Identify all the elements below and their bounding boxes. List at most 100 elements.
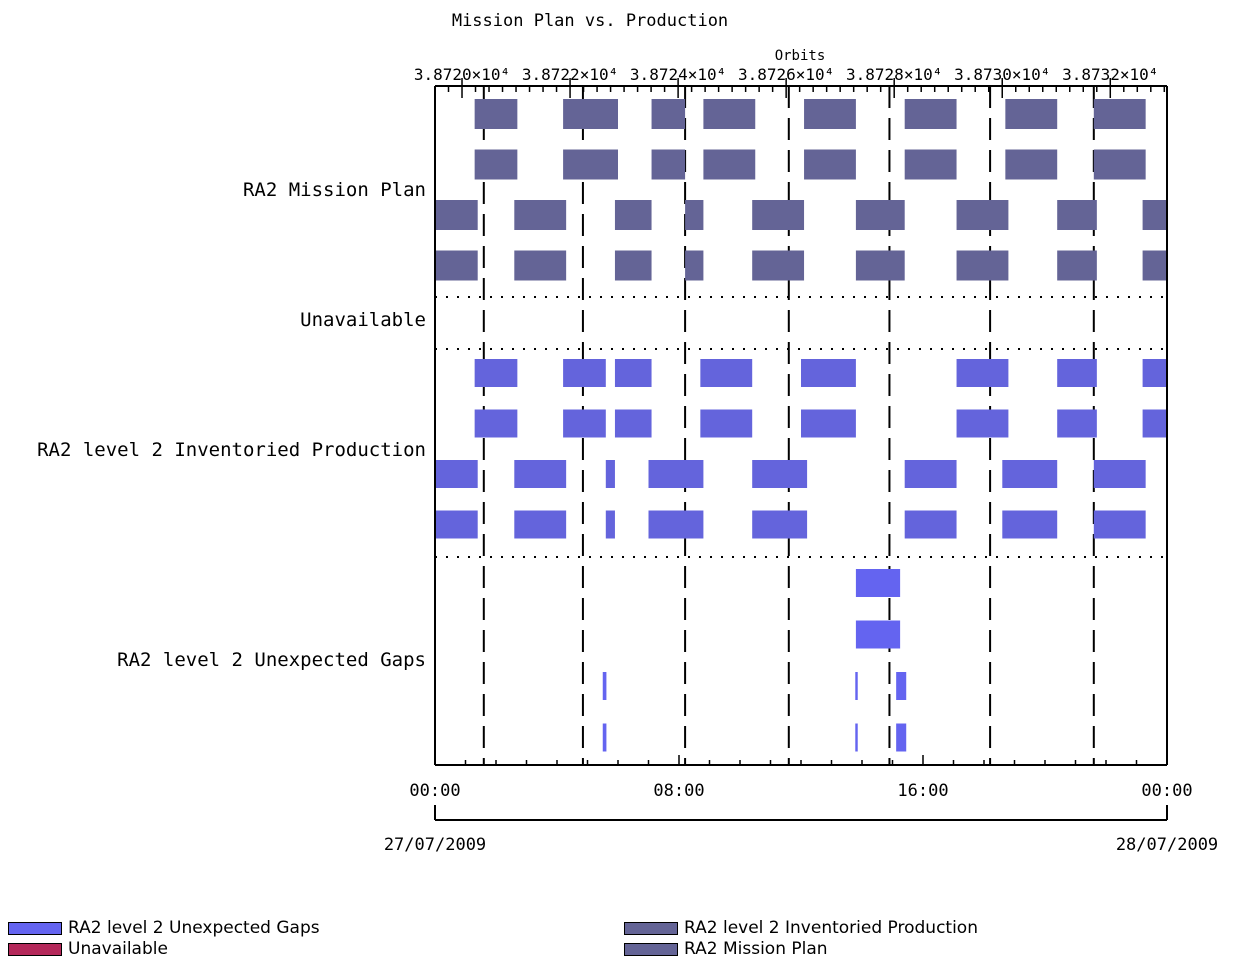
top-tick-label: 3.8724×10⁴	[630, 65, 726, 84]
bar-segment	[563, 409, 606, 438]
bar-segment	[904, 460, 957, 488]
bar-segment	[1057, 359, 1097, 387]
bar-segment	[855, 672, 858, 700]
time-tick-label: 00:00	[409, 781, 460, 801]
category-label: RA2 level 2 Inventoried Production	[37, 439, 426, 461]
time-tick-label: 00:00	[1141, 781, 1192, 801]
bar-segment	[1093, 149, 1146, 180]
bar-segment	[563, 359, 606, 387]
bar-segment	[685, 250, 704, 281]
legend-swatch	[624, 922, 678, 935]
bar-segment	[703, 99, 756, 129]
bar-segment	[700, 359, 753, 387]
bar-segment	[1093, 460, 1146, 488]
bar-segment	[855, 569, 901, 597]
bar-segment	[1142, 359, 1167, 387]
legend-swatch	[624, 943, 678, 956]
bar-segment	[855, 620, 901, 649]
bar-segment	[614, 359, 652, 387]
bar-segment	[1142, 250, 1167, 281]
legend-label: RA2 level 2 Unexpected Gaps	[68, 918, 320, 938]
legend-item-inventoried-production: RA2 level 2 Inventoried Production	[624, 918, 978, 939]
category-label: RA2 level 2 Unexpected Gaps	[117, 649, 426, 671]
bar-segment	[651, 99, 686, 129]
top-tick-label: 3.8732×10⁴	[1062, 65, 1158, 84]
bar-segment	[605, 510, 615, 539]
legend-label: RA2 Mission Plan	[684, 939, 828, 959]
bar-segment	[896, 723, 907, 752]
bar-segment	[685, 200, 704, 230]
legend-item-unexpected-gaps: RA2 level 2 Unexpected Gaps	[8, 918, 320, 939]
bar-segment	[614, 250, 652, 281]
bar-segment	[514, 460, 567, 488]
date-label-end: 28/07/2009	[1116, 835, 1218, 855]
top-tick-label: 3.8722×10⁴	[522, 65, 618, 84]
bar-segment	[956, 250, 1009, 281]
category-label: RA2 Mission Plan	[243, 179, 426, 201]
legend-item-unavailable: Unavailable	[8, 939, 320, 960]
bar-segment	[1002, 510, 1058, 539]
bar-segment	[904, 149, 957, 180]
legend-swatch	[8, 922, 62, 935]
legend-swatch	[8, 943, 62, 956]
top-tick-label: 3.8720×10⁴	[414, 65, 510, 84]
bar-segment	[956, 200, 1009, 230]
chart-title: Mission Plan vs. Production	[452, 11, 728, 31]
bar-segment	[801, 359, 856, 387]
date-label-start: 27/07/2009	[384, 835, 486, 855]
bar-segment	[1057, 250, 1097, 281]
bar-segment	[1005, 149, 1058, 180]
category-label: Unavailable	[300, 309, 426, 331]
bar-segment	[651, 149, 686, 180]
top-tick-label: 3.8726×10⁴	[738, 65, 834, 84]
bar-segment	[1005, 99, 1058, 129]
bar-segment	[648, 510, 704, 539]
bar-segment	[435, 200, 478, 230]
legend-right: RA2 level 2 Inventoried Production RA2 M…	[624, 918, 978, 960]
labels-layer: RA2 Mission Plan Unavailable RA2 level 2 I…	[37, 65, 1218, 855]
bar-segment	[956, 409, 1009, 438]
bar-segment	[1002, 460, 1058, 488]
time-tick-label: 16:00	[897, 781, 948, 801]
bar-segment	[602, 723, 607, 752]
bar-segment	[614, 200, 652, 230]
bar-segment	[904, 510, 957, 539]
legend-label: Unavailable	[68, 939, 168, 959]
bar-segment	[648, 460, 704, 488]
bar-segment	[1093, 510, 1146, 539]
bar-segment	[605, 460, 615, 488]
bar-segment	[1093, 99, 1146, 129]
bar-segment	[700, 409, 753, 438]
bar-segment	[602, 672, 607, 700]
bar-segment	[855, 723, 858, 752]
bar-segment	[703, 149, 756, 180]
bar-segment	[474, 99, 518, 129]
bar-segment	[614, 409, 652, 438]
top-tick-label: 3.8728×10⁴	[846, 65, 942, 84]
bar-segment	[1057, 200, 1097, 230]
bar-segment	[752, 200, 805, 230]
bar-segment	[801, 409, 856, 438]
bar-segment	[474, 359, 518, 387]
bar-segment	[435, 250, 478, 281]
bars-layer	[435, 99, 1167, 752]
bar-segment	[752, 510, 808, 539]
bar-segment	[1142, 200, 1167, 230]
bar-segment	[1142, 409, 1167, 438]
bar-segment	[855, 200, 905, 230]
bar-segment	[435, 460, 478, 488]
top-axis-label: Orbits	[775, 48, 826, 64]
bar-segment	[474, 149, 518, 180]
bar-segment	[435, 510, 478, 539]
top-tick-label: 3.8730×10⁴	[954, 65, 1050, 84]
bar-segment	[904, 99, 957, 129]
bar-segment	[956, 359, 1009, 387]
legend-label: RA2 level 2 Inventoried Production	[684, 918, 978, 938]
bar-segment	[563, 149, 618, 180]
bar-segment	[514, 510, 567, 539]
bar-segment	[804, 99, 856, 129]
bar-segment	[804, 149, 856, 180]
bar-segment	[855, 250, 905, 281]
bar-segment	[896, 672, 907, 700]
